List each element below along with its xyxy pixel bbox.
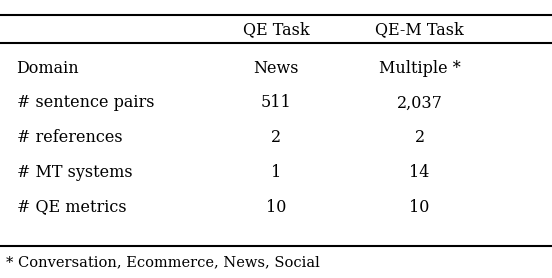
Text: # sentence pairs: # sentence pairs: [17, 94, 154, 111]
Text: Multiple *: Multiple *: [379, 59, 460, 77]
Text: 511: 511: [261, 94, 291, 111]
Text: Domain: Domain: [17, 59, 79, 77]
Text: 2,037: 2,037: [396, 94, 443, 111]
Text: * Conversation, Ecommerce, News, Social: * Conversation, Ecommerce, News, Social: [6, 256, 319, 270]
Text: # MT systems: # MT systems: [17, 164, 132, 181]
Text: # references: # references: [17, 129, 122, 146]
Text: 14: 14: [410, 164, 429, 181]
Text: 10: 10: [410, 198, 429, 216]
Text: 1: 1: [271, 164, 281, 181]
Text: 2: 2: [271, 129, 281, 146]
Text: QE-M Task: QE-M Task: [375, 21, 464, 38]
Text: News: News: [253, 59, 299, 77]
Text: QE Task: QE Task: [243, 21, 309, 38]
Text: 2: 2: [415, 129, 424, 146]
Text: # QE metrics: # QE metrics: [17, 198, 126, 216]
Text: 10: 10: [266, 198, 286, 216]
